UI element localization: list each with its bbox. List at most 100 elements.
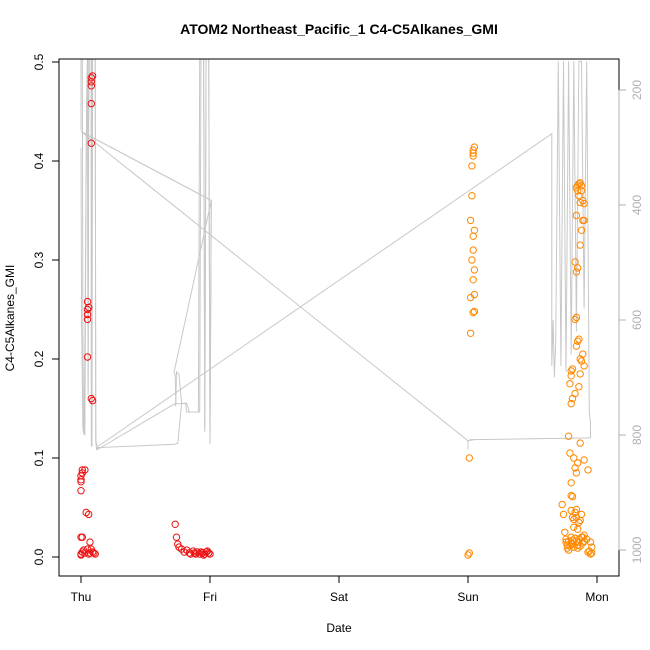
points-layer — [77, 72, 596, 559]
data-point — [575, 383, 583, 391]
data-point — [574, 525, 582, 533]
y-tick-label: 0.3 — [32, 251, 46, 268]
data-point — [575, 180, 583, 188]
data-point — [572, 184, 581, 192]
data-point — [574, 337, 582, 345]
data-point — [205, 549, 213, 557]
data-point — [470, 226, 479, 235]
data-point — [580, 199, 588, 208]
axes-layer: Thu Fri Sat Sun Mon 0.0 0.1 0.2 0.3 0.4 0.5 200 400 6… — [32, 53, 644, 604]
data-point — [580, 531, 588, 539]
data-point — [469, 246, 477, 254]
data-point — [77, 487, 85, 495]
data-point — [83, 353, 92, 361]
data-point — [576, 241, 584, 249]
data-point — [77, 476, 85, 484]
data-point — [588, 543, 596, 551]
data-point — [469, 308, 477, 317]
data-point — [570, 454, 578, 462]
data-point — [201, 550, 209, 558]
data-point — [566, 380, 574, 388]
x-tick-label: Fri — [203, 590, 217, 604]
data-point — [466, 329, 475, 337]
data-point — [577, 510, 586, 519]
data-point — [197, 548, 205, 556]
data-point — [572, 313, 581, 322]
data-point — [83, 315, 92, 324]
data-point — [171, 520, 179, 528]
data-point — [568, 492, 577, 501]
data-point — [579, 533, 587, 541]
data-point — [558, 500, 566, 509]
data-point — [566, 449, 574, 457]
data-point — [83, 297, 92, 306]
data-point — [561, 528, 569, 536]
y-tick-label: 0.1 — [32, 449, 46, 466]
data-point — [571, 315, 579, 324]
data-point — [570, 523, 578, 531]
data-point — [470, 307, 479, 316]
data-point — [192, 550, 200, 558]
y2-tick-label: 800 — [630, 425, 644, 445]
data-point — [559, 510, 568, 519]
data-point — [465, 549, 473, 557]
data-point — [91, 550, 99, 558]
data-point — [468, 162, 476, 170]
data-point — [567, 372, 575, 380]
data-point — [580, 216, 588, 225]
y2-tick-label: 600 — [630, 310, 644, 330]
data-point — [576, 179, 584, 187]
chart-title: ATOM2 Northeast_Pacific_1 C4-C5Alkanes_G… — [180, 21, 498, 37]
data-point — [576, 370, 584, 378]
data-point — [77, 551, 85, 559]
data-point — [572, 211, 581, 220]
data-point — [87, 99, 96, 108]
data-point — [586, 550, 595, 558]
y-tick-label: 0.5 — [32, 53, 46, 70]
data-point — [466, 216, 475, 225]
data-point — [575, 518, 583, 527]
y-tick-label: 0.0 — [32, 548, 46, 565]
data-point — [580, 362, 588, 370]
data-point — [579, 539, 587, 547]
data-point — [574, 459, 582, 467]
y2-tick-label: 400 — [630, 195, 644, 215]
data-point — [469, 276, 477, 284]
data-point — [567, 491, 575, 500]
data-point — [465, 454, 473, 462]
data-point — [464, 551, 472, 559]
data-point — [78, 533, 87, 541]
x-tick-label: Sun — [457, 590, 478, 604]
data-point — [577, 226, 586, 235]
data-point — [88, 72, 97, 80]
data-point — [572, 342, 581, 350]
data-point — [584, 466, 592, 474]
data-point — [574, 264, 582, 272]
y2-tick-label: 200 — [630, 80, 644, 100]
data-point — [567, 367, 575, 375]
data-point — [86, 538, 94, 546]
data-point — [88, 396, 97, 405]
data-point — [83, 310, 92, 319]
x-tick-label: Sat — [330, 590, 349, 604]
y-axis-label: C4-C5Alkanes_GMI — [3, 265, 17, 372]
data-point — [81, 466, 89, 474]
data-point — [83, 305, 92, 314]
data-point — [87, 82, 96, 90]
data-point — [576, 439, 584, 447]
data-point — [568, 365, 577, 373]
x-tick-label: Mon — [585, 590, 608, 604]
profile-layer — [80, 59, 591, 451]
data-point — [567, 479, 575, 487]
data-point — [571, 389, 579, 398]
data-point — [571, 258, 579, 266]
x-axis-label: Date — [326, 621, 352, 635]
data-point — [469, 152, 477, 160]
data-point — [87, 394, 96, 403]
profile-line — [97, 60, 591, 447]
data-point — [575, 335, 583, 343]
data-point — [567, 399, 575, 408]
data-point — [468, 192, 476, 200]
